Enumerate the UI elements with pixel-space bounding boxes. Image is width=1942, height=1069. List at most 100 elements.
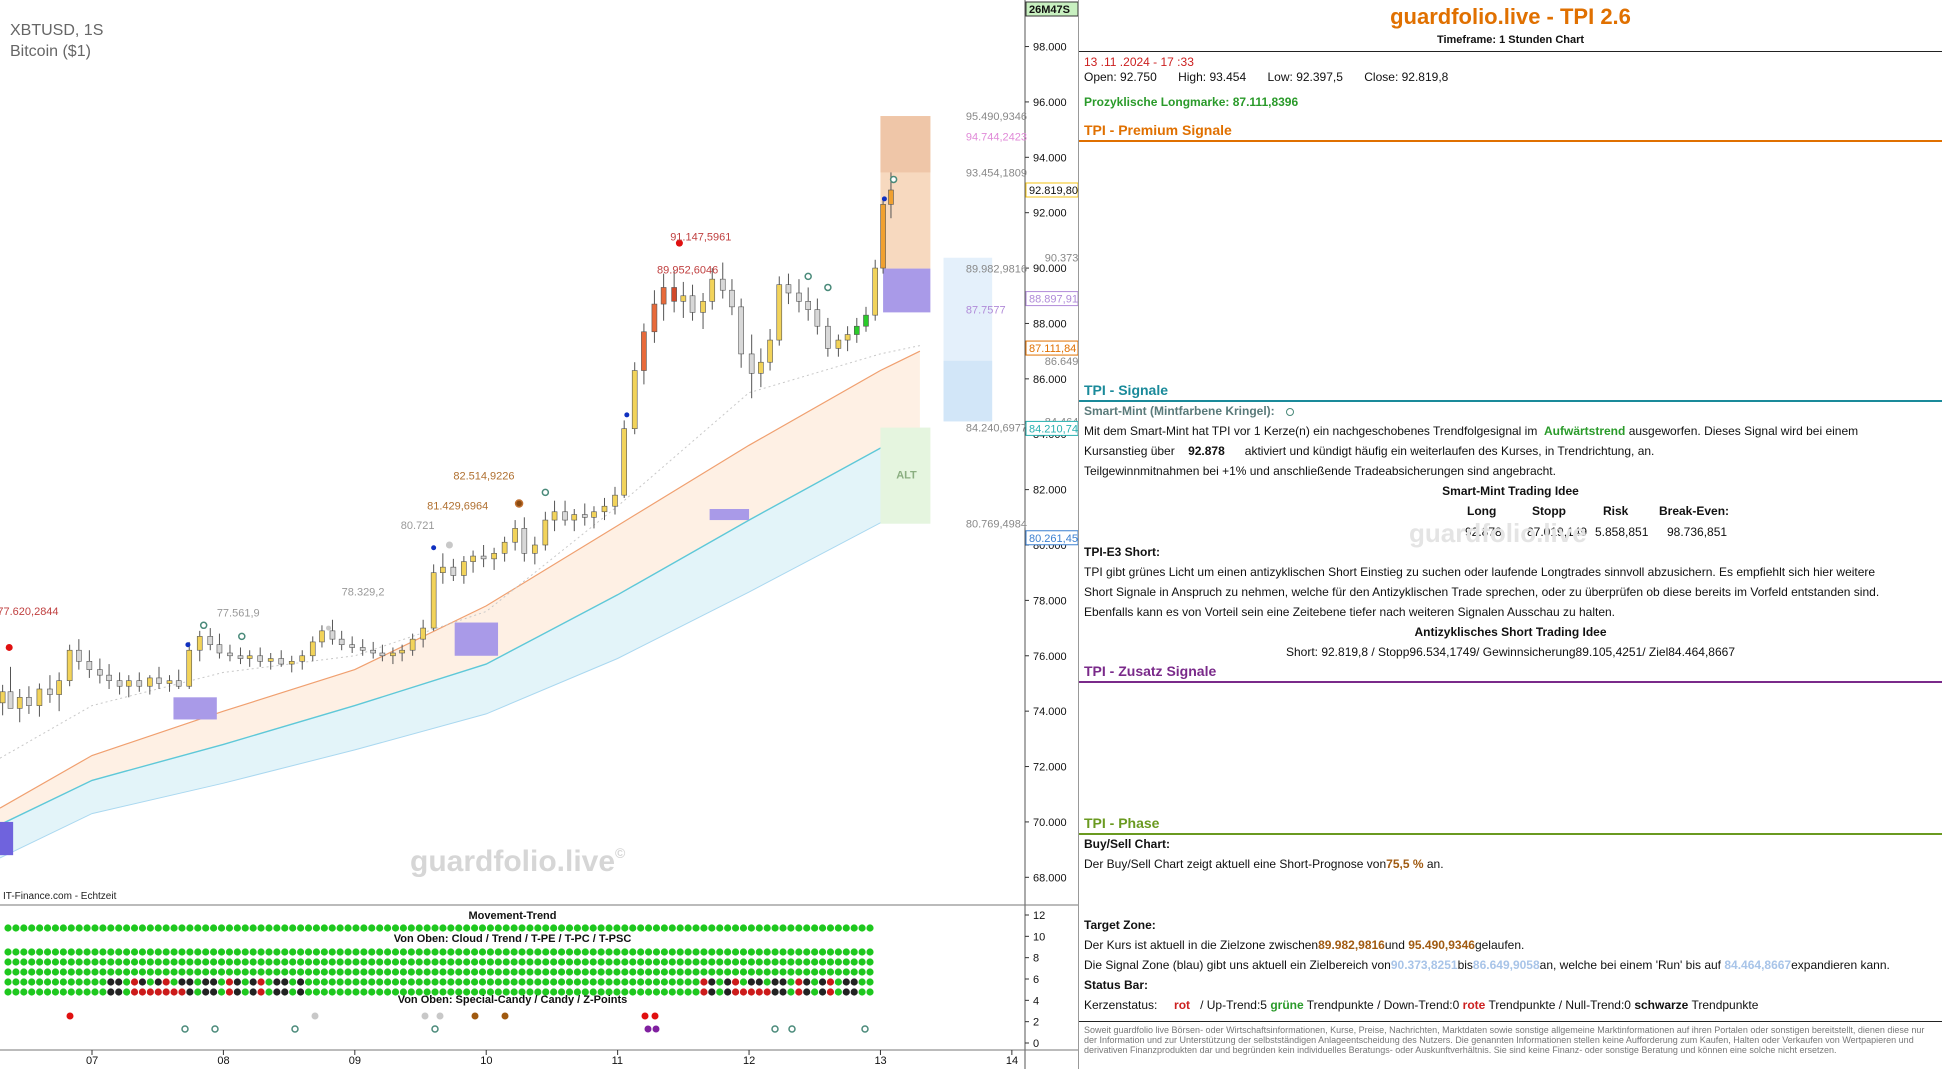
candle-body (796, 292, 802, 302)
trend-dot (858, 958, 866, 966)
trend-dot (4, 958, 12, 966)
x-tick-label: 13 (874, 1055, 886, 1067)
candle-body (738, 306, 744, 355)
trend-dot (360, 948, 368, 956)
trend-dot (107, 978, 115, 986)
trend-dot (644, 958, 653, 966)
candle-body (450, 566, 457, 576)
trend-dot (700, 988, 708, 996)
trend-dot (660, 948, 668, 956)
candle-body (641, 331, 647, 371)
trend-dot (502, 978, 510, 986)
bs-a: Der Buy/Sell Chart zeigt aktuell eine Sh… (1084, 857, 1387, 871)
candle-body (700, 301, 706, 313)
watermark-mark: © (615, 845, 626, 861)
trend-dot (502, 948, 510, 956)
trend-dot (257, 988, 265, 996)
trend-dot (629, 968, 637, 976)
trend-dot (415, 958, 423, 966)
trend-dot (115, 988, 123, 996)
trend-dot (834, 958, 842, 966)
signal-zone-blue-lower (943, 360, 993, 422)
candle-body (767, 339, 773, 363)
price-tag (1025, 420, 1078, 436)
trend-dot (265, 948, 273, 956)
y-tick-label: 78.000 (1033, 595, 1067, 607)
y-tick-label: 86.000 (1033, 374, 1067, 386)
trend-dot (463, 958, 471, 966)
trend-dot (629, 924, 637, 932)
trend-dot (605, 968, 613, 976)
trend-dot (763, 978, 771, 986)
trend-dot (170, 978, 178, 986)
trend-dot (811, 924, 819, 932)
z-point (211, 1025, 219, 1033)
trend-dot (684, 988, 692, 996)
trend-dot (304, 978, 313, 986)
trend-dot (731, 988, 740, 996)
e3-idea: Short: 92.819,8 / Stopp96.534,1749/ Gewi… (1285, 645, 1735, 659)
countdown-label: 26M47S (1029, 4, 1070, 16)
ind-tick-label: 0 (1033, 1038, 1039, 1050)
trend-dot (289, 948, 297, 956)
candle-body (814, 309, 821, 327)
sb-h: schwarze (1634, 998, 1689, 1012)
candle-body (7, 691, 14, 709)
ind-tick-label: 12 (1033, 910, 1045, 922)
trend-dot (534, 948, 542, 956)
trend-dot (613, 924, 621, 932)
data-source: IT-Finance.com - Echtzeit (3, 891, 117, 902)
trend-dot (526, 948, 534, 956)
e3-title: TPI-E3 Short: (1084, 545, 1161, 559)
price-chart[interactable]: 98.000 96.000 94.000 92.000 90.000 88.000 86.0… (0, 0, 1078, 1069)
smart-mint-line1: Mit dem Smart-Mint hat TPI vor 1 Kerze(n… (1084, 424, 1858, 438)
candle-body (97, 669, 103, 676)
trend-dot (4, 988, 12, 996)
price-tag (1025, 182, 1078, 198)
trend-dot (59, 948, 67, 956)
candle-body (631, 370, 638, 429)
candle-body (621, 428, 627, 496)
trend-dot (36, 978, 44, 986)
sb-line: Kerzenstatus: rot / Up-Trend:5 grüne Tre… (1084, 998, 1758, 1012)
indicator-title-candy: Von Oben: Special-Candy / Candy / Z-Poin… (397, 994, 628, 1006)
trend-dot (463, 948, 471, 956)
trend-dot (557, 948, 566, 956)
trend-dot (557, 958, 566, 966)
trend-dot (194, 968, 202, 976)
trend-dot (858, 988, 866, 996)
blue-signal-dot (624, 412, 630, 418)
trend-dot (597, 988, 605, 996)
open-value: 92.750 (1120, 70, 1157, 84)
trend-dot (202, 968, 210, 976)
trend-dot (360, 958, 368, 966)
trend-dot (763, 988, 771, 996)
candle-body (532, 544, 538, 554)
e3-line3: Ebenfalls kann es von Vorteil sein eine … (1084, 605, 1616, 619)
trend-dot (470, 924, 479, 932)
sm-td-breakeven: 98.736,851 (1667, 525, 1728, 539)
trend-dot (755, 988, 763, 996)
trend-dot (779, 924, 787, 932)
trend-dot (391, 924, 400, 932)
e3-line2: Short Signale in Anspruch zu nehmen, wel… (1084, 585, 1880, 599)
trend-dot (866, 978, 874, 986)
trend-dot (99, 968, 107, 976)
chart-area[interactable]: 98.000 96.000 94.000 92.000 90.000 88.000 86.0… (0, 0, 1079, 1069)
trend-dot (28, 978, 36, 986)
trend-dot (210, 978, 218, 986)
trend-dot (518, 948, 526, 956)
trend-dot (502, 988, 510, 996)
trend-dot (281, 948, 289, 956)
level-label: 82.514,9226 (453, 470, 514, 482)
trend-dot (225, 968, 234, 976)
trend-dot (755, 924, 763, 932)
trend-dot (202, 958, 210, 966)
trend-dot (265, 924, 273, 932)
tz2-b: 90.373,8251 (1390, 958, 1458, 972)
trend-dot (273, 968, 281, 976)
trend-dot (858, 924, 866, 932)
trend-dot (107, 958, 115, 966)
trend-dot (826, 924, 835, 932)
trend-dot (297, 988, 305, 996)
